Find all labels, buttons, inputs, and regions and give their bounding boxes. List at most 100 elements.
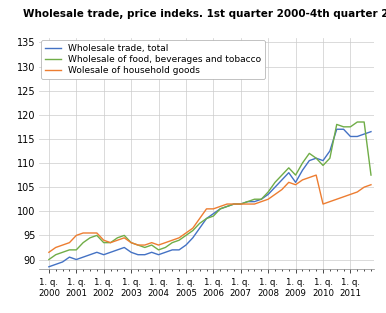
Wolesale of household goods [177,236,181,240]
Wholesale trade, total [190,236,195,240]
Wholesale trade, total [300,168,305,172]
Wholesale of food, beverages and tobacco [307,151,312,155]
Wholesale of food, beverages and tobacco [60,250,65,254]
Wolesale of household goods [300,178,305,182]
Wholesale of food, beverages and tobacco [47,258,51,261]
Line: Wolesale of household goods: Wolesale of household goods [49,175,371,252]
Wholesale of food, beverages and tobacco [362,120,366,124]
Wolesale of household goods [293,183,298,187]
Wholesale of food, beverages and tobacco [204,217,209,220]
Wolesale of household goods [286,180,291,184]
Wholesale trade, total [314,156,318,160]
Wolesale of household goods [218,205,223,208]
Wolesale of household goods [129,241,134,244]
Wholesale of food, beverages and tobacco [53,253,58,257]
Wholesale of food, beverages and tobacco [273,180,278,184]
Wholesale trade, total [177,248,181,252]
Wholesale of food, beverages and tobacco [341,125,346,129]
Wholesale trade, total [53,263,58,266]
Line: Wholesale of food, beverages and tobacco: Wholesale of food, beverages and tobacco [49,122,371,259]
Wholesale trade, total [307,159,312,162]
Wholesale trade, total [60,260,65,264]
Wholesale trade, total [184,243,188,247]
Wholesale of food, beverages and tobacco [135,243,140,247]
Wholesale trade, total [245,200,250,203]
Wolesale of household goods [321,202,325,206]
Wholesale of food, beverages and tobacco [239,202,243,206]
Wolesale of household goods [95,231,99,235]
Wholesale trade, total [142,253,147,257]
Wolesale of household goods [102,239,106,242]
Wholesale of food, beverages and tobacco [190,229,195,233]
Wolesale of household goods [362,185,366,189]
Wholesale of food, beverages and tobacco [286,166,291,170]
Wolesale of household goods [307,176,312,179]
Wholesale trade, total [88,253,92,257]
Wholesale of food, beverages and tobacco [369,173,373,177]
Wholesale of food, beverages and tobacco [95,233,99,237]
Wholesale of food, beverages and tobacco [67,248,72,252]
Wolesale of household goods [115,239,120,242]
Wolesale of household goods [328,200,332,203]
Wholesale of food, beverages and tobacco [259,197,264,201]
Wholesale of food, beverages and tobacco [177,239,181,242]
Wolesale of household goods [348,192,353,196]
Wolesale of household goods [163,241,168,244]
Wholesale trade, total [197,226,202,230]
Wolesale of household goods [355,190,360,194]
Wolesale of household goods [369,183,373,187]
Wolesale of household goods [279,188,284,192]
Wholesale of food, beverages and tobacco [252,197,257,201]
Wolesale of household goods [142,243,147,247]
Wholesale trade, total [81,255,85,259]
Wolesale of household goods [197,217,202,220]
Wholesale trade, total [259,197,264,201]
Wholesale of food, beverages and tobacco [102,241,106,244]
Wholesale trade, total [129,250,134,254]
Line: Wholesale trade, total: Wholesale trade, total [49,129,371,267]
Wolesale of household goods [239,202,243,206]
Wholesale trade, total [355,135,360,138]
Wholesale of food, beverages and tobacco [355,120,360,124]
Wholesale of food, beverages and tobacco [279,173,284,177]
Wolesale of household goods [60,243,65,247]
Wholesale trade, total [239,202,243,206]
Wholesale trade, total [95,250,99,254]
Wholesale of food, beverages and tobacco [245,200,250,203]
Wholesale of food, beverages and tobacco [348,125,353,129]
Wholesale of food, beverages and tobacco [74,248,79,252]
Wholesale of food, beverages and tobacco [81,241,85,244]
Wholesale trade, total [362,132,366,136]
Wholesale trade, total [293,180,298,184]
Wolesale of household goods [88,231,92,235]
Wholesale trade, total [266,192,271,196]
Wholesale of food, beverages and tobacco [300,161,305,165]
Wholesale trade, total [232,202,236,206]
Wholesale trade, total [115,248,120,252]
Wolesale of household goods [211,207,216,211]
Wholesale trade, total [286,171,291,175]
Wolesale of household goods [170,239,174,242]
Wolesale of household goods [245,202,250,206]
Wholesale trade, total [334,127,339,131]
Wolesale of household goods [341,195,346,199]
Wholesale trade, total [218,207,223,211]
Wholesale trade, total [328,149,332,153]
Wolesale of household goods [81,231,85,235]
Wholesale of food, beverages and tobacco [142,246,147,249]
Wholesale of food, beverages and tobacco [211,214,216,218]
Wholesale of food, beverages and tobacco [88,236,92,240]
Wolesale of household goods [225,202,229,206]
Wholesale of food, beverages and tobacco [129,241,134,244]
Wholesale trade, total [348,135,353,138]
Wolesale of household goods [204,207,209,211]
Wolesale of household goods [47,250,51,254]
Wolesale of household goods [74,233,79,237]
Wholesale trade, total [74,258,79,261]
Wholesale trade, total [163,250,168,254]
Wholesale trade, total [279,178,284,182]
Wolesale of household goods [266,197,271,201]
Wholesale of food, beverages and tobacco [156,248,161,252]
Legend: Wholesale trade, total, Wholesale of food, beverages and tobacco, Wolesale of ho: Wholesale trade, total, Wholesale of foo… [41,40,265,79]
Wholesale trade, total [47,265,51,269]
